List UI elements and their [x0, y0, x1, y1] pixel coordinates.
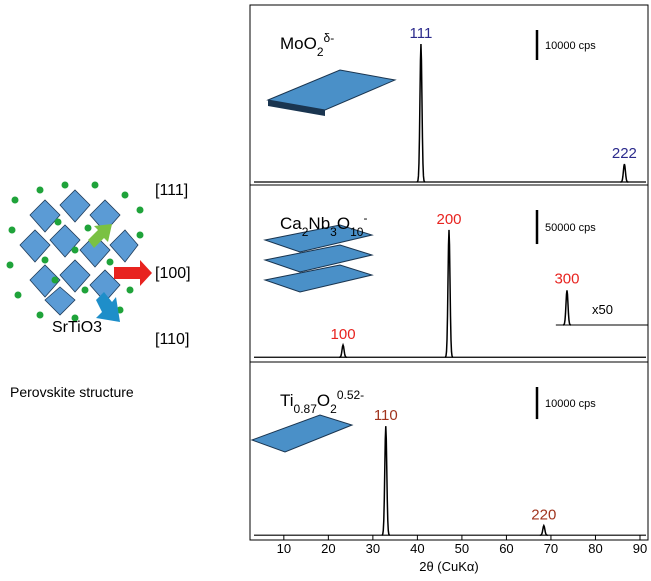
peak [445, 230, 453, 357]
scale-bar-label: 10000 cps [545, 398, 596, 410]
title-part: O [337, 214, 350, 233]
perovskite-drawing [7, 182, 153, 323]
peak-label: 220 [531, 507, 556, 524]
title-part: 2 [330, 402, 337, 416]
x-tick-label: 90 [633, 541, 647, 556]
structure-name: SrTiO3 [52, 319, 102, 336]
peak-label: 222 [612, 145, 637, 162]
peak-label: 300 [554, 270, 579, 287]
title-part: 0.87 [294, 402, 318, 416]
structure-caption: Perovskite structure [10, 384, 134, 400]
peak [540, 526, 548, 536]
x-tick-label: 30 [366, 541, 380, 556]
panel-title: MoO2δ- [280, 31, 334, 59]
x-tick-label: 10 [277, 541, 291, 556]
title-part: δ- [324, 31, 335, 45]
scale-bar-label: 50000 cps [545, 222, 596, 234]
x-tick-label: 70 [544, 541, 558, 556]
title-part: - [363, 211, 367, 225]
title-part: 2 [317, 45, 324, 59]
peak-label: 200 [436, 211, 461, 228]
title-part: Ti [280, 391, 294, 410]
direction-label: [111] [155, 182, 188, 199]
x-tick-label: 60 [499, 541, 513, 556]
title-part: O [317, 391, 330, 410]
scale-bar-label: 10000 cps [545, 40, 596, 52]
direction-label: [100] [155, 265, 191, 282]
inset-peak [563, 290, 571, 325]
peak [339, 345, 347, 357]
title-part: 10 [350, 225, 364, 239]
title-part: 0.52- [337, 388, 364, 402]
title-part: Nb [308, 214, 330, 233]
peak [382, 426, 390, 535]
x-tick-label: 40 [410, 541, 424, 556]
peak-label: 110 [374, 407, 398, 424]
x-axis-label: 2θ (CuKα) [419, 559, 479, 574]
figure: [111] [100] [110] SrTiO3 Perovskite structur… [0, 0, 651, 576]
peak [417, 44, 425, 182]
peak-label: 100 [331, 326, 356, 343]
direction-label: [110] [155, 331, 189, 348]
peak [620, 164, 628, 182]
x-tick-label: 50 [455, 541, 469, 556]
title-part: Ca [280, 214, 302, 233]
title-part: MoO [280, 34, 317, 53]
peak-label: 111 [410, 25, 433, 42]
inset-label: x50 [592, 302, 613, 317]
x-tick-label: 20 [321, 541, 335, 556]
x-tick-label: 80 [588, 541, 602, 556]
panel-title: Ti0.87O20.52- [280, 388, 364, 416]
